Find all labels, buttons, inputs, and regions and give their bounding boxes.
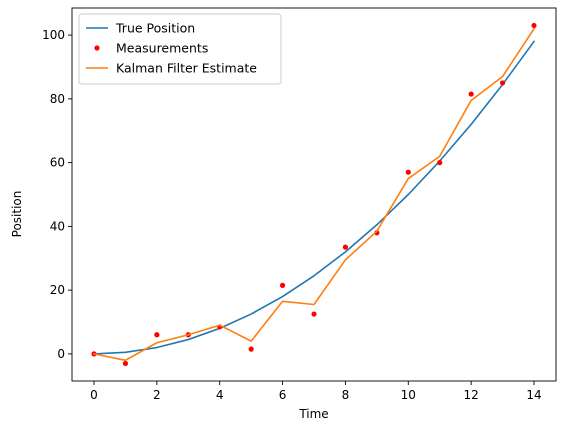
y-tick-label: 0 — [57, 347, 65, 361]
measurements-point — [499, 80, 506, 86]
x-tick-label: 0 — [90, 388, 98, 402]
x-axis-label: Time — [298, 407, 328, 421]
x-tick-label: 14 — [526, 388, 541, 402]
plot-frame — [71, 7, 557, 382]
measurements-point — [437, 160, 443, 166]
y-tick-label: 20 — [50, 283, 65, 297]
measurements-point — [531, 22, 537, 29]
kalman-filter-estimate-line — [93, 27, 536, 362]
measurements-point — [122, 360, 129, 367]
legend-label-measurements: Measurements — [116, 41, 208, 56]
x-tick-label: 8 — [342, 388, 350, 402]
y-tick-label: 40 — [50, 219, 65, 233]
measurements-point — [248, 346, 254, 352]
measurements-point — [154, 332, 160, 338]
legend-label-kalman-filter-estimate: Kalman Filter Estimate — [116, 61, 257, 76]
measurements-point — [342, 244, 349, 250]
measurements-point — [468, 91, 474, 97]
legend-label-true-position: True Position — [115, 21, 195, 36]
x-tick-label: 10 — [401, 388, 416, 402]
legend-swatch-measurements — [94, 45, 100, 51]
measurements-point — [311, 311, 317, 317]
x-tick-label: 2 — [153, 388, 161, 402]
x-tick-label: 4 — [216, 388, 224, 402]
x-tick-label: 6 — [279, 388, 287, 402]
legend: True Position Measurements Kalman Filter E… — [78, 13, 282, 85]
plot-area — [71, 7, 557, 382]
legend-box — [78, 13, 282, 85]
y-tick-label: 80 — [50, 92, 65, 106]
y-tick-label: 60 — [50, 156, 65, 170]
x-tick-label: 12 — [464, 388, 479, 402]
y-axis-label: Position — [10, 191, 24, 238]
measurements-point — [405, 169, 411, 175]
measurements-point — [279, 282, 286, 288]
y-tick-label: 100 — [42, 28, 65, 42]
y-axis: 0 20 40 60 80 100 — [42, 28, 72, 361]
true-position-line — [93, 40, 536, 355]
x-axis: 0 2 4 6 8 10 12 14 — [90, 381, 542, 402]
